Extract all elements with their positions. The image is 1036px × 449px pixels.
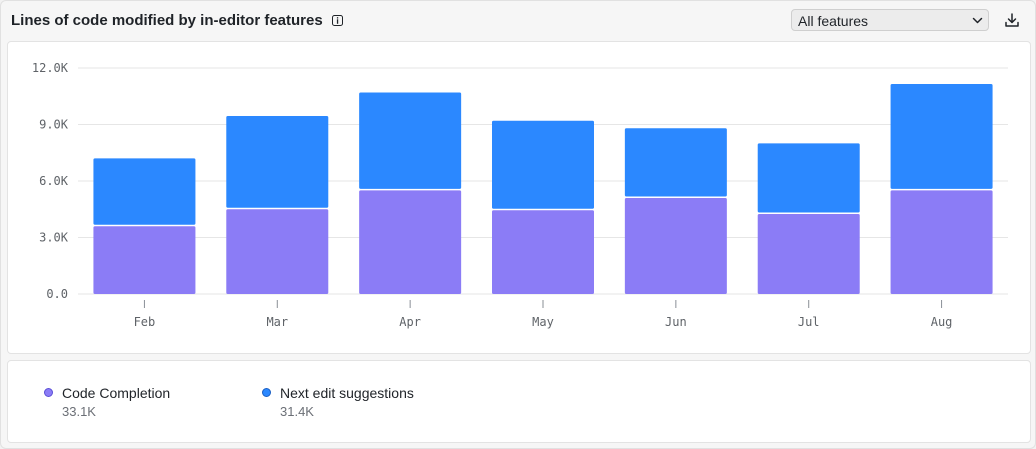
bar-code-completion <box>757 213 860 294</box>
y-tick-label: 9.0K <box>39 118 69 132</box>
stacked-bar-chart: 0.0 3.0K 6.0K 9.0K 12.0K Feb Mar Apr May Jun Jul Au… <box>32 61 1008 329</box>
legend-label: Next edit suggestions <box>280 385 414 401</box>
x-tick-label: Feb <box>134 315 156 329</box>
x-tick-label: May <box>532 315 554 329</box>
card-header: Lines of code modified by in-editor feat… <box>1 1 1035 41</box>
bar-next-edit-suggestions <box>890 84 993 189</box>
y-tick-label: 3.0K <box>39 231 69 245</box>
legend-total: 31.4K <box>280 404 314 419</box>
y-tick-label: 6.0K <box>39 174 69 188</box>
bar-code-completion <box>492 210 594 294</box>
legend-dot-next-edit-suggestions <box>262 388 271 397</box>
x-tick-label: Apr <box>399 315 421 329</box>
bar-next-edit-suggestions <box>359 92 462 189</box>
bar-next-edit-suggestions <box>226 116 329 208</box>
x-tick-label: Mar <box>266 315 288 329</box>
y-tick-label: 0.0 <box>46 287 68 301</box>
legend-label: Code Completion <box>62 385 171 401</box>
page-title: Lines of code modified by in-editor feat… <box>11 12 323 29</box>
chevron-down-icon <box>972 17 983 24</box>
x-tick-label: Aug <box>931 315 953 329</box>
bar-code-completion <box>93 226 196 294</box>
feature-filter-select[interactable]: All features <box>791 9 989 31</box>
x-tick-label: Jul <box>798 315 820 329</box>
bar-next-edit-suggestions <box>757 143 860 213</box>
bar-code-completion <box>226 209 329 294</box>
bar-next-edit-suggestions <box>492 120 594 209</box>
legend-dot-code-completion <box>44 388 53 397</box>
bar-code-completion <box>624 197 727 294</box>
y-tick-label: 12.0K <box>32 61 69 75</box>
bar-next-edit-suggestions <box>624 128 727 197</box>
download-icon[interactable] <box>1004 12 1020 28</box>
bar-next-edit-suggestions <box>93 158 196 225</box>
x-tick-label: Jun <box>665 315 687 329</box>
chart-panel: 0.0 3.0K 6.0K 9.0K 12.0K Feb Mar Apr May Jun Jul Au… <box>7 41 1031 354</box>
bar-code-completion <box>359 190 462 294</box>
feature-filter-value: All features <box>798 13 869 29</box>
legend-total: 33.1K <box>62 404 96 419</box>
chart-legend: Code Completion 33.1K Next edit suggesti… <box>7 360 1031 443</box>
info-icon[interactable] <box>332 15 343 26</box>
bar-code-completion <box>890 190 993 294</box>
